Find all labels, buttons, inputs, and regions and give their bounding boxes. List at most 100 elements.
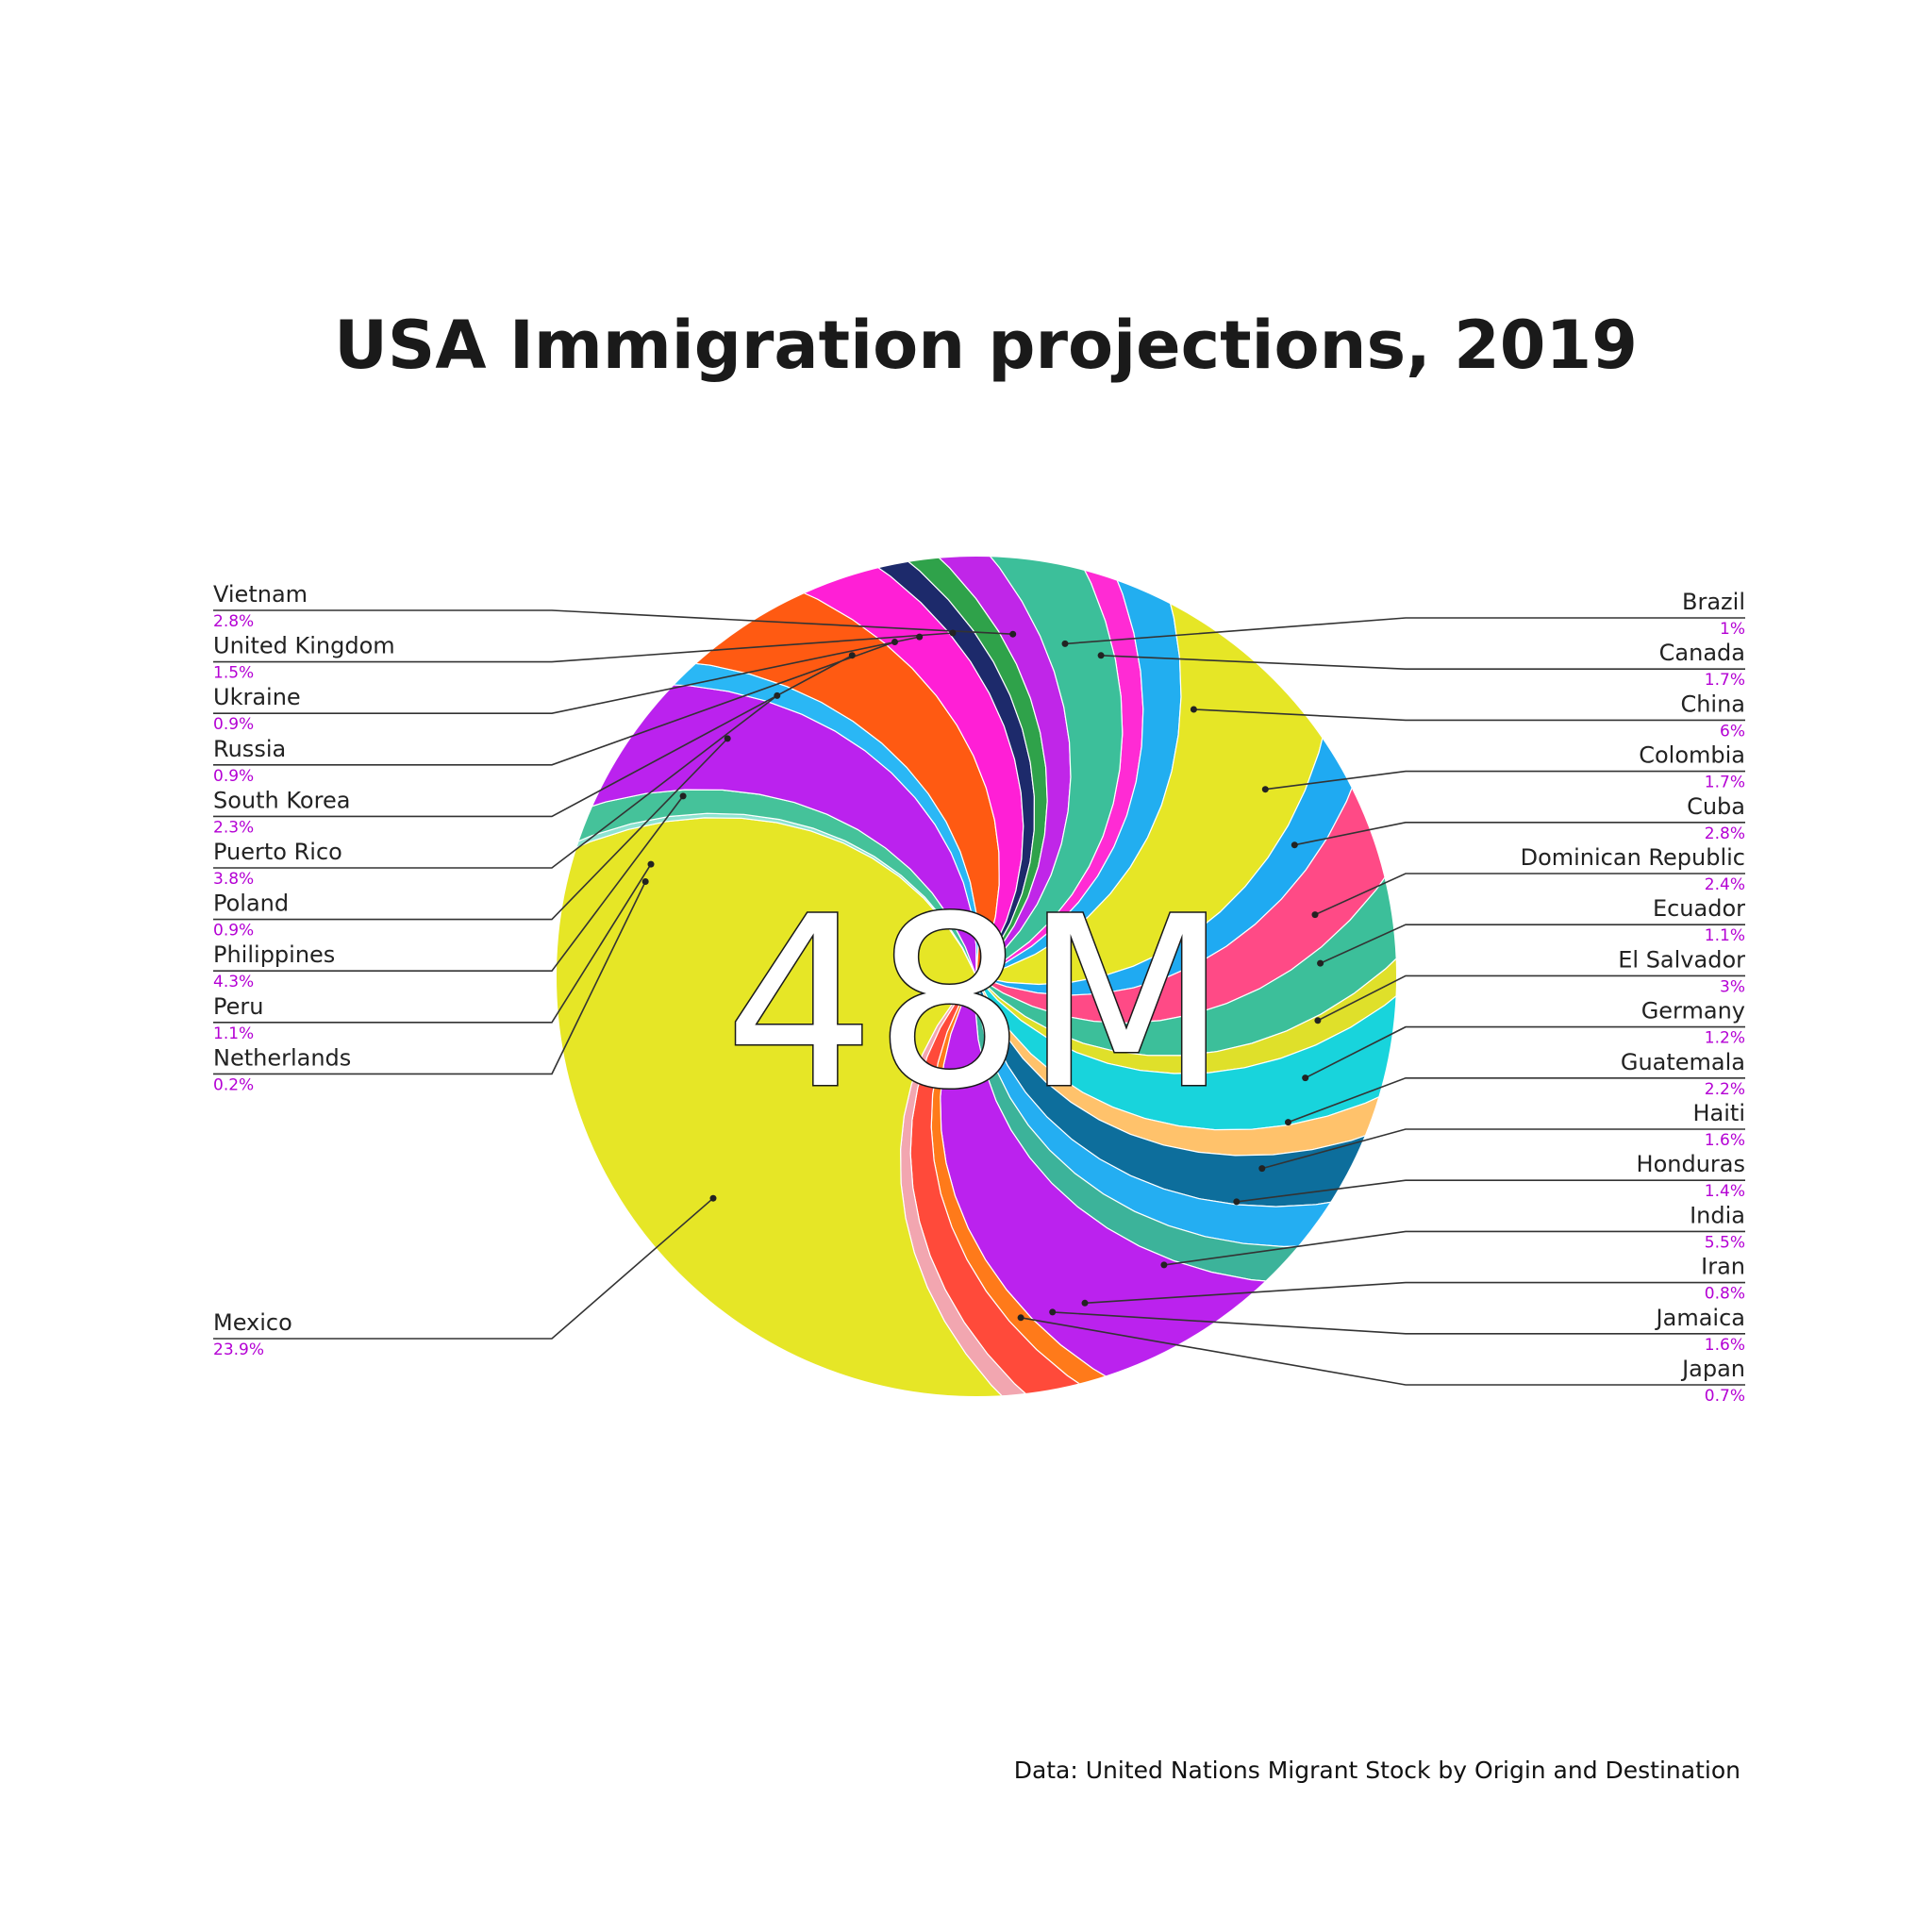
marker-brazil <box>1061 640 1069 647</box>
leader-vietnam <box>213 609 1013 635</box>
pct-germany: 1.2% <box>1705 1029 1745 1048</box>
pct-colombia: 1.7% <box>1705 774 1745 792</box>
label-puerto-rico: Puerto Rico <box>213 839 342 865</box>
pct-haiti: 1.6% <box>1705 1131 1745 1150</box>
pct-japan: 0.7% <box>1705 1387 1745 1406</box>
leader-mexico <box>213 1197 714 1340</box>
leader-cuba <box>1294 821 1745 846</box>
label-china: China <box>1680 691 1745 717</box>
data-source-note: Data: United Nations Migrant Stock by Or… <box>1014 1757 1740 1784</box>
label-russia: Russia <box>213 736 286 762</box>
pct-honduras: 1.4% <box>1705 1182 1745 1201</box>
label-cuba: Cuba <box>1687 793 1745 820</box>
label-dominican-republic: Dominican Republic <box>1521 844 1745 871</box>
leader-south-korea <box>213 654 853 818</box>
label-canada: Canada <box>1659 640 1745 666</box>
marker-china <box>1190 706 1197 713</box>
leader-canada <box>1101 655 1745 671</box>
leader-haiti <box>1261 1128 1745 1170</box>
pct-jamaica: 1.6% <box>1705 1336 1745 1355</box>
leader-united-kingdom <box>213 632 954 663</box>
marker-cuba <box>1291 841 1298 849</box>
marker-russia <box>891 639 898 645</box>
slice-labels: Vietnam 2.8% United Kingdom 1.5%Ukraine 0.9%… <box>213 581 1745 1406</box>
pct-ukraine: 0.9% <box>213 715 254 734</box>
label-india: India <box>1690 1202 1745 1228</box>
marker-vietnam <box>1009 630 1017 638</box>
pct-peru: 1.1% <box>213 1024 254 1043</box>
leader-iran <box>1084 1281 1745 1305</box>
pct-puerto-rico: 3.8% <box>213 870 254 889</box>
marker-jamaica <box>1049 1308 1057 1316</box>
leader-ecuador <box>1320 924 1745 964</box>
marker-puerto-rico <box>774 691 781 699</box>
label-germany: Germany <box>1641 998 1745 1024</box>
pct-mexico: 23.9% <box>213 1341 264 1359</box>
pct-dominican-republic: 2.4% <box>1705 875 1745 894</box>
leader-brazil <box>1064 617 1745 645</box>
label-peru: Peru <box>213 993 263 1020</box>
label-brazil: Brazil <box>1682 589 1745 615</box>
leader-honduras <box>1236 1179 1745 1203</box>
marker-india <box>1160 1261 1168 1269</box>
leader-japan <box>1020 1317 1745 1386</box>
marker-poland <box>724 735 731 742</box>
leader-dominican-republic <box>1314 873 1745 916</box>
pct-vietnam: 2.8% <box>213 612 254 631</box>
marker-colombia <box>1261 786 1269 793</box>
leader-el-salvador <box>1317 974 1745 1022</box>
pct-china: 6% <box>1720 722 1745 741</box>
marker-netherlands <box>641 878 649 885</box>
label-philippines: Philippines <box>213 941 335 968</box>
leader-guatemala <box>1288 1077 1745 1124</box>
label-iran: Iran <box>1701 1254 1745 1280</box>
label-jamaica: Jamaica <box>1655 1305 1745 1331</box>
slice-vietnam <box>972 557 1124 977</box>
pct-india: 5.5% <box>1705 1233 1745 1252</box>
label-ecuador: Ecuador <box>1653 895 1745 922</box>
label-united-kingdom: United Kingdom <box>213 633 395 659</box>
chart-title: USA Immigration projections, 2019 <box>334 307 1638 384</box>
label-mexico: Mexico <box>213 1309 292 1336</box>
marker-germany <box>1302 1074 1309 1082</box>
pct-canada: 1.7% <box>1705 671 1745 690</box>
marker-ukraine <box>916 633 924 641</box>
marker-el-salvador <box>1314 1017 1322 1024</box>
marker-mexico <box>709 1194 717 1202</box>
marker-japan <box>1017 1314 1024 1322</box>
pct-iran: 0.8% <box>1705 1285 1745 1304</box>
pct-cuba: 2.8% <box>1705 824 1745 843</box>
marker-united-kingdom <box>949 629 957 637</box>
pct-guatemala: 2.2% <box>1705 1080 1745 1099</box>
leader-india <box>1163 1230 1745 1266</box>
label-south-korea: South Korea <box>213 787 350 813</box>
label-guatemala: Guatemala <box>1621 1049 1745 1075</box>
marker-ecuador <box>1317 959 1324 967</box>
pct-ecuador: 1.1% <box>1705 926 1745 945</box>
marker-peru <box>647 860 655 868</box>
leader-peru <box>213 863 652 1024</box>
leader-lines <box>213 609 1745 1386</box>
label-vietnam: Vietnam <box>213 581 308 608</box>
marker-guatemala <box>1285 1119 1291 1126</box>
label-honduras: Honduras <box>1637 1151 1745 1177</box>
label-ukraine: Ukraine <box>213 684 301 710</box>
label-colombia: Colombia <box>1639 742 1745 769</box>
leader-colombia <box>1265 770 1745 791</box>
label-poland: Poland <box>213 891 289 917</box>
center-total-label: 48M <box>724 866 1228 1141</box>
leader-jamaica <box>1052 1311 1745 1335</box>
pct-russia: 0.9% <box>213 767 254 786</box>
pct-brazil: 1% <box>1720 620 1745 639</box>
leader-ukraine <box>213 636 920 715</box>
leader-germany <box>1305 1025 1745 1079</box>
leader-russia <box>213 641 895 766</box>
label-haiti: Haiti <box>1693 1100 1746 1126</box>
leader-philippines <box>213 795 684 972</box>
marker-honduras <box>1233 1198 1241 1206</box>
label-el-salvador: El Salvador <box>1618 946 1745 973</box>
leader-china <box>1193 708 1745 722</box>
pct-netherlands: 0.2% <box>213 1075 254 1094</box>
pct-united-kingdom: 1.5% <box>213 664 254 683</box>
